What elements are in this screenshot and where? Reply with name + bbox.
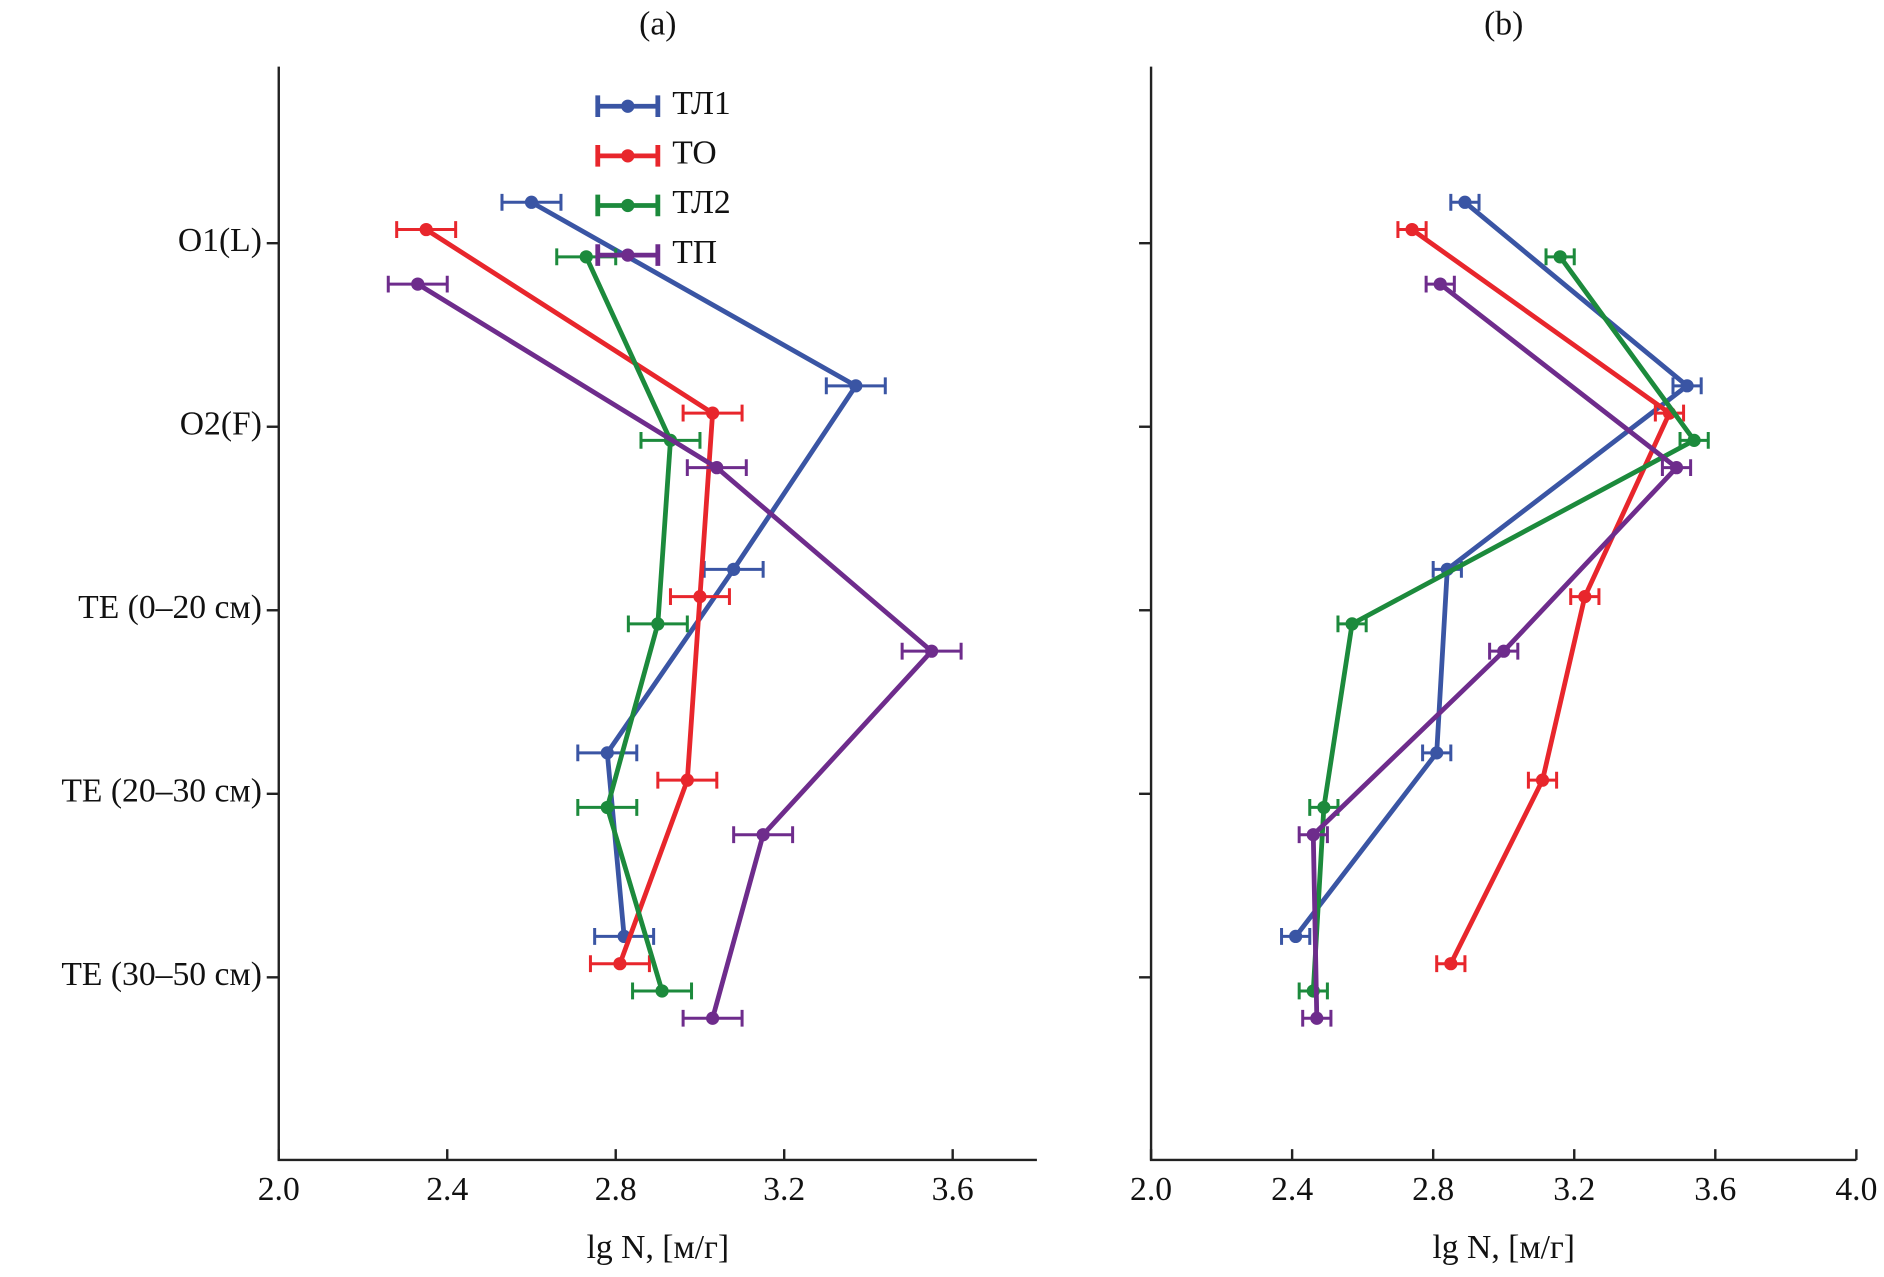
data-point — [524, 195, 539, 209]
y-tick-label: TE (0–20 см) — [78, 589, 262, 626]
data-point — [680, 773, 694, 787]
data-point — [1345, 617, 1359, 631]
x-tick-label: 2.8 — [595, 1171, 637, 1208]
panel-title: (a) — [639, 6, 676, 43]
data-point — [1433, 277, 1447, 291]
data-point — [1306, 828, 1320, 842]
legend-label: ТП — [672, 234, 717, 271]
data-point — [693, 590, 707, 604]
x-axis-label: lg N, [м/г] — [1432, 1229, 1574, 1266]
axes — [1149, 66, 1857, 1162]
legend-label: ТЛ2 — [672, 184, 730, 221]
x-tick-label: 3.6 — [1694, 1171, 1736, 1208]
y-tick-label: TE (30–50 см) — [61, 956, 262, 993]
data-point — [1310, 1011, 1324, 1025]
data-point — [419, 222, 433, 237]
data-point — [705, 406, 720, 420]
series-line — [1310, 255, 1698, 992]
data-point — [710, 461, 724, 475]
data-point — [1535, 773, 1550, 787]
data-point — [1317, 800, 1331, 815]
data-point — [600, 800, 614, 815]
data-point — [727, 562, 741, 576]
data-point — [1680, 379, 1694, 393]
legend-marker — [621, 99, 635, 113]
legend-label: ТЛ1 — [672, 85, 730, 122]
data-point — [1669, 461, 1684, 475]
data-point — [1687, 433, 1701, 447]
x-tick-label: 2.0 — [1130, 1171, 1172, 1208]
x-tick-label: 4.0 — [1835, 1171, 1877, 1208]
legend-marker — [621, 248, 635, 262]
data-point — [925, 644, 939, 658]
data-point — [579, 250, 593, 264]
data-point — [849, 379, 863, 393]
data-point — [411, 277, 425, 291]
data-point — [756, 828, 770, 842]
data-point — [651, 617, 665, 631]
x-tick-label: 2.8 — [1412, 1171, 1454, 1208]
x-tick-label: 3.2 — [763, 1171, 805, 1208]
x-tick-label: 2.4 — [426, 1171, 468, 1208]
data-point — [705, 1011, 720, 1025]
data-point — [1578, 590, 1592, 604]
data-point — [1553, 250, 1567, 264]
y-tick-label: O2(F) — [180, 405, 262, 442]
x-tick-label: 2.0 — [258, 1171, 300, 1208]
x-axis-label: lg N, [м/г] — [587, 1229, 729, 1266]
data-point — [1497, 644, 1511, 658]
data-point — [1444, 957, 1458, 971]
series-line — [530, 200, 860, 937]
panel-title: (b) — [1484, 6, 1523, 43]
y-tick-label: TE (20–30 см) — [61, 773, 262, 810]
series-line — [1293, 200, 1691, 938]
x-tick-label: 2.4 — [1271, 1171, 1313, 1208]
y-tick-label: O1(L) — [178, 222, 262, 259]
x-tick-label: 3.6 — [932, 1171, 974, 1208]
data-point — [655, 984, 669, 998]
legend-label: ТО — [672, 135, 716, 172]
data-point — [1289, 929, 1303, 944]
legend-marker — [621, 198, 635, 213]
data-point — [613, 957, 627, 971]
legend-marker — [621, 149, 635, 163]
data-point — [1458, 195, 1472, 209]
data-point — [600, 746, 614, 760]
x-tick-label: 3.2 — [1553, 1171, 1595, 1208]
data-point — [1405, 222, 1419, 237]
data-point — [1430, 746, 1444, 760]
